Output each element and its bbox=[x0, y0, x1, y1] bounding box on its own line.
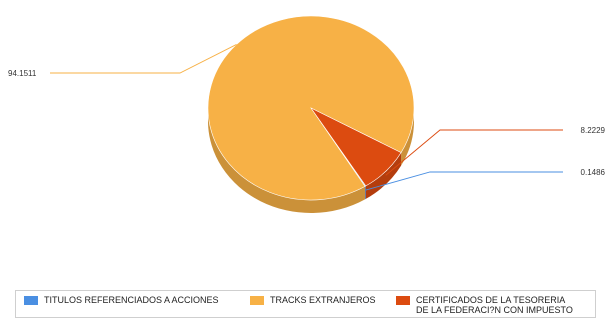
data-labels: 0.1486 94.1511 8.2229 bbox=[8, 69, 606, 177]
pie-slice-2[interactable] bbox=[310, 107, 402, 187]
legend-label-2: CERTIFICADOS DE LA TESORERIA DE LA FEDER… bbox=[416, 295, 573, 315]
leader-line-2 bbox=[385, 129, 563, 176]
data-label-0: 0.1486 bbox=[581, 168, 606, 177]
leader-lines bbox=[50, 44, 563, 191]
legend-label-1: TRACKS EXTRANJEROS bbox=[270, 295, 376, 305]
legend-label-0: TITULOS REFERENCIADOS A ACCIONES bbox=[44, 295, 219, 305]
legend-swatch-0 bbox=[24, 296, 38, 305]
pie-side-1 bbox=[208, 108, 365, 213]
pie-chart: 0.1486 94.1511 8.2229 bbox=[8, 15, 606, 213]
legend-swatch-1 bbox=[250, 296, 264, 305]
legend-swatch-2 bbox=[396, 296, 410, 305]
leader-line-0 bbox=[365, 171, 563, 191]
legend-item-2[interactable]: CERTIFICADOS DE LA TESORERIA DE LA FEDER… bbox=[396, 295, 573, 315]
pie-slices bbox=[207, 15, 415, 201]
data-label-1: 94.1511 bbox=[8, 69, 37, 78]
pie-side-1 bbox=[401, 108, 414, 166]
legend-item-0[interactable]: TITULOS REFERENCIADOS A ACCIONES bbox=[24, 295, 219, 305]
data-label-2: 8.2229 bbox=[581, 126, 606, 135]
legend: TITULOS REFERENCIADOS A ACCIONES TRACKS E… bbox=[15, 290, 596, 318]
legend-item-1[interactable]: TRACKS EXTRANJEROS bbox=[250, 295, 376, 305]
pie-side-0 bbox=[364, 185, 366, 200]
leader-line-1 bbox=[50, 44, 237, 74]
